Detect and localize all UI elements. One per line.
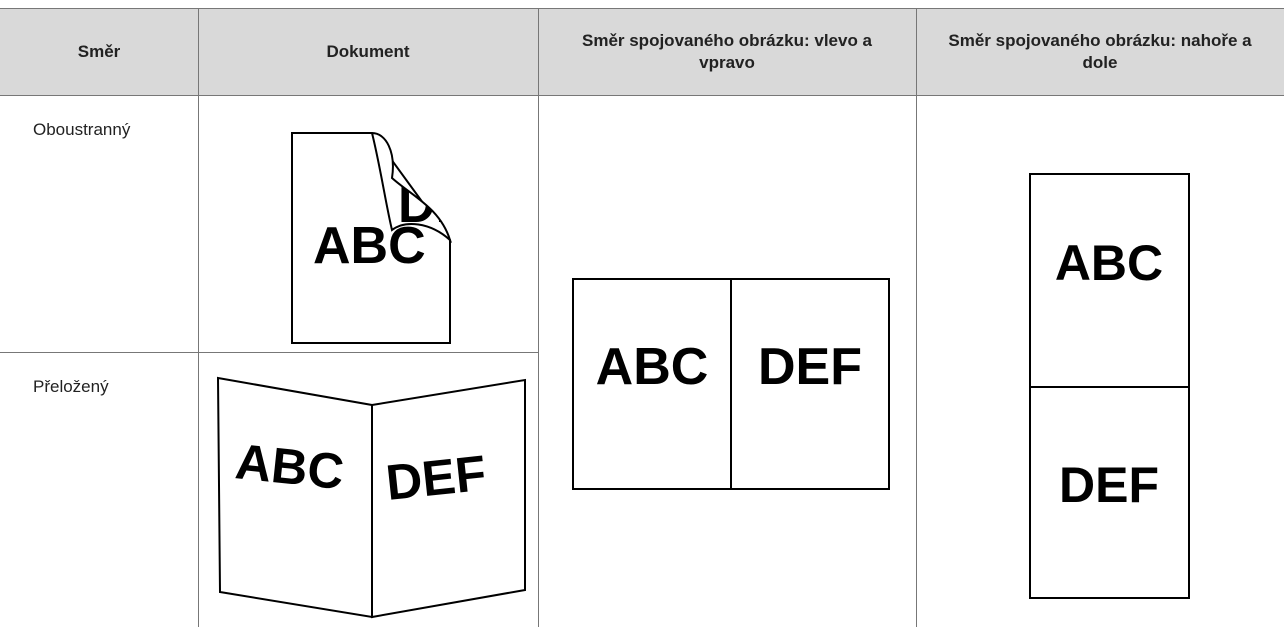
header-cell: Směr spojovaného obrázku: nahoře a dole [948,30,1252,72]
illustration-text: ABC [1055,235,1163,291]
folded-illustration: ABC DEF [216,376,526,619]
header-cell: Dokument [326,41,410,61]
row-label: Přeložený [33,377,109,396]
right-panel [371,378,526,619]
page-outline [291,132,451,344]
illustration-text: DEF [1059,457,1159,513]
left-panel [216,376,373,619]
page-curl [370,131,453,244]
illustration-text: ABC [596,338,709,396]
top-bottom-illustration: ABC DEF [1029,173,1190,599]
illustration-text: DEF [758,338,862,396]
header-cell: Směr spojovaného obrázku: vlevo a vpravo [581,30,873,72]
illustration-text: DEF [383,445,488,511]
illustration-text: ABC [313,217,426,275]
left-right-illustration: ABC DEF [572,278,890,490]
duplex-illustration: ABC DEF [291,131,453,344]
row-label: Oboustranný [33,120,131,139]
illustration-text: ABC [233,433,347,500]
header-bg [0,8,1284,95]
header-cell: Směr [77,41,121,61]
